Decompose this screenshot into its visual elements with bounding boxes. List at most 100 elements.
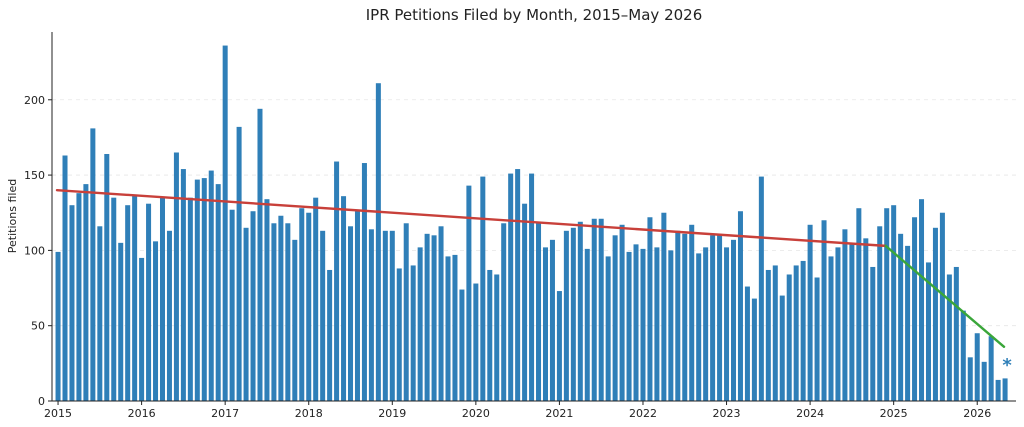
bar [313, 197, 319, 401]
bar [403, 223, 409, 401]
bar [368, 229, 374, 401]
bar [905, 245, 911, 401]
trend-line-1 [55, 188, 887, 248]
bar [932, 227, 938, 401]
bar [919, 199, 925, 401]
bar [877, 226, 883, 401]
bar [800, 260, 806, 401]
bar [981, 361, 987, 401]
bar [452, 254, 458, 401]
bar [640, 248, 646, 401]
bar [988, 336, 994, 401]
bar [271, 223, 277, 401]
bar [97, 226, 103, 401]
x-tick-label: 2021 [545, 407, 573, 420]
y-tick-label: 50 [31, 320, 45, 333]
bar [146, 203, 152, 401]
x-tick-label: 2025 [880, 407, 908, 420]
bar [69, 205, 75, 401]
bar [751, 298, 757, 401]
bar [960, 310, 966, 401]
bar [689, 224, 695, 401]
bar [626, 251, 632, 401]
bar [76, 193, 82, 401]
bar [974, 333, 980, 401]
bar [563, 230, 569, 401]
bar [208, 170, 214, 401]
bar [494, 274, 500, 401]
bar [675, 230, 681, 401]
bar [730, 239, 737, 401]
y-tick-label: 0 [38, 395, 45, 408]
bar [515, 169, 521, 401]
bar [215, 184, 221, 401]
bar [772, 265, 778, 401]
bar [619, 224, 625, 401]
bar [424, 233, 430, 401]
trend-line-2 [884, 244, 1006, 348]
bar [285, 223, 291, 401]
bar [292, 239, 298, 401]
bar [821, 220, 827, 401]
bar [327, 269, 333, 401]
bar [62, 155, 68, 401]
bar [417, 247, 423, 401]
x-tick-label: 2024 [796, 407, 824, 420]
bar [605, 256, 611, 401]
bar [334, 161, 340, 401]
bar [682, 233, 688, 401]
bar [522, 203, 528, 401]
bar [584, 248, 590, 401]
bar [125, 205, 131, 401]
bar [856, 208, 862, 401]
x-tick-label: 2023 [713, 407, 741, 420]
bar [438, 226, 444, 401]
bar [229, 209, 235, 401]
bar [487, 269, 493, 401]
y-tick-label: 150 [24, 169, 45, 182]
bar [361, 163, 367, 401]
bar [480, 176, 486, 401]
bar [90, 128, 96, 401]
bar [139, 257, 145, 401]
bar [779, 295, 785, 401]
bar [111, 197, 117, 401]
bar [724, 247, 730, 401]
bar [717, 235, 723, 401]
bar [264, 199, 270, 401]
bar [375, 83, 381, 401]
bar [967, 357, 973, 401]
bar [187, 197, 193, 401]
y-tick-label: 100 [24, 244, 45, 257]
bar [431, 235, 437, 401]
x-tick-label: 2016 [128, 407, 156, 420]
bar [542, 247, 548, 401]
y-tick-label: 200 [24, 94, 45, 107]
bar [849, 244, 855, 401]
bar [710, 235, 716, 401]
chart-title: IPR Petitions Filed by Month, 2015–May 2… [366, 6, 703, 24]
bar [536, 223, 542, 401]
bar [807, 224, 813, 401]
bar [118, 242, 124, 401]
bar [925, 262, 931, 401]
x-tick-label: 2018 [295, 407, 323, 420]
bar [814, 277, 820, 401]
bar [445, 256, 451, 401]
bar [173, 152, 179, 401]
bar [222, 45, 228, 401]
bar [598, 218, 604, 401]
bar [591, 218, 597, 401]
bar [946, 274, 952, 401]
bar [341, 196, 347, 401]
x-tick-label: 2015 [44, 407, 72, 420]
bar [466, 185, 472, 401]
bar [577, 221, 583, 401]
bar [633, 244, 639, 401]
trend-lines [55, 188, 1006, 348]
bar [382, 230, 388, 401]
bar [132, 194, 138, 401]
bar [995, 379, 1001, 401]
bar [661, 212, 667, 401]
